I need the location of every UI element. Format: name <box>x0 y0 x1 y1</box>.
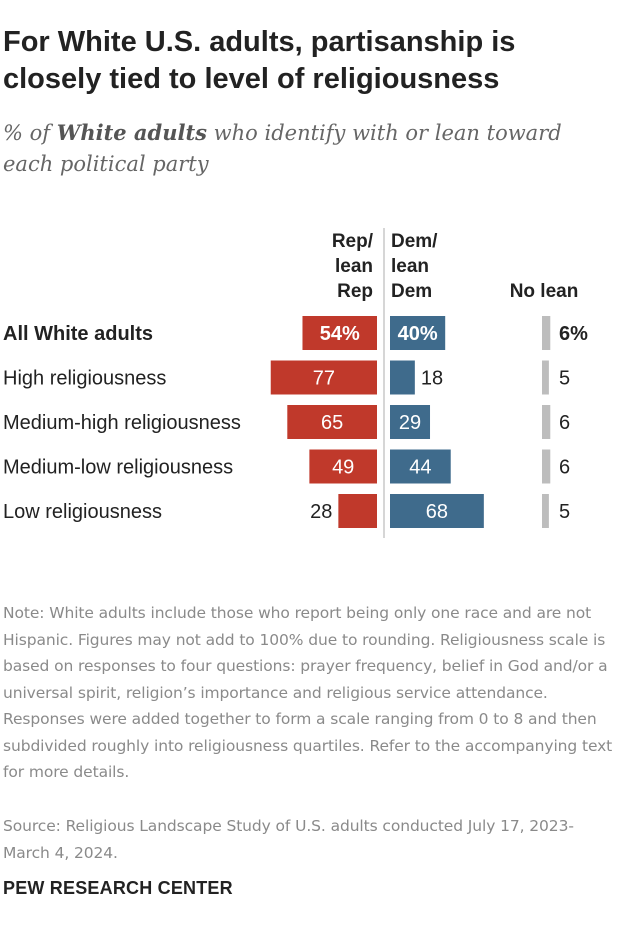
category-label: All White adults <box>3 323 153 345</box>
rep-bar <box>270 360 377 395</box>
dem-bar <box>390 405 431 439</box>
dem-value-label: 40% <box>398 323 438 345</box>
dem-bar <box>390 494 484 528</box>
header-dem-line: Dem <box>391 281 432 302</box>
nolean-bar <box>542 449 551 484</box>
rep-bar <box>338 494 377 528</box>
header-rep-line: Rep <box>337 281 373 302</box>
nolean-value-label: 6% <box>559 323 588 345</box>
nolean-value-label: 5 <box>559 501 570 523</box>
header-dem-line: Dem/ <box>391 231 438 252</box>
partisanship-bar-chart: Rep/lean Rep Dem/lean Dem No lean All White a… <box>3 228 588 538</box>
nolean-value-label: 5 <box>559 368 570 390</box>
dem-bar <box>390 360 415 395</box>
header-dem-line: lean <box>391 256 429 277</box>
dem-bar <box>390 316 446 350</box>
rep-bar <box>309 449 377 484</box>
category-label: Medium-low religiousness <box>3 457 233 479</box>
nolean-bar <box>542 405 551 439</box>
header-rep-line: Rep/ <box>332 231 374 252</box>
nolean-value-label: 6 <box>559 412 570 434</box>
rep-value-label: 77 <box>313 368 335 390</box>
dem-value-label: 18 <box>421 368 443 390</box>
subtitle-emphasis: White adults <box>56 120 207 145</box>
category-label: Low religiousness <box>3 501 162 523</box>
dem-bar <box>390 449 451 484</box>
rep-value-label: 49 <box>332 457 354 479</box>
subtitle-prefix: % of <box>3 121 57 145</box>
header-rep-line: lean <box>335 256 373 277</box>
category-label: Medium-high religiousness <box>3 412 241 434</box>
rep-value-label: 65 <box>321 412 343 434</box>
dem-value-label: 44 <box>409 457 431 479</box>
chart-note: Note: White adults include those who rep… <box>3 604 613 781</box>
nolean-bar <box>542 360 549 395</box>
dem-value-label: 29 <box>399 412 421 434</box>
nolean-bar <box>542 494 549 528</box>
chart-subtitle: % of White adults who identify with or l… <box>3 117 603 180</box>
nolean-bar <box>542 316 551 350</box>
org-logo-text: PEW RESEARCH CENTER <box>3 878 233 898</box>
header-nolean: No lean <box>510 281 579 302</box>
nolean-value-label: 6 <box>559 457 570 479</box>
rep-bar <box>302 316 377 350</box>
rep-bar <box>287 405 377 439</box>
chart-source: Source: Religious Landscape Study of U.S… <box>3 817 574 862</box>
rep-value-label: 54% <box>320 323 360 345</box>
subtitle-suffix: who identify with or lean toward each po… <box>3 121 562 176</box>
rep-value-label: 28 <box>310 501 332 523</box>
dem-value-label: 68 <box>426 501 448 523</box>
category-label: High religiousness <box>3 368 166 390</box>
chart-title: For White U.S. adults, partisanship is c… <box>3 26 516 95</box>
